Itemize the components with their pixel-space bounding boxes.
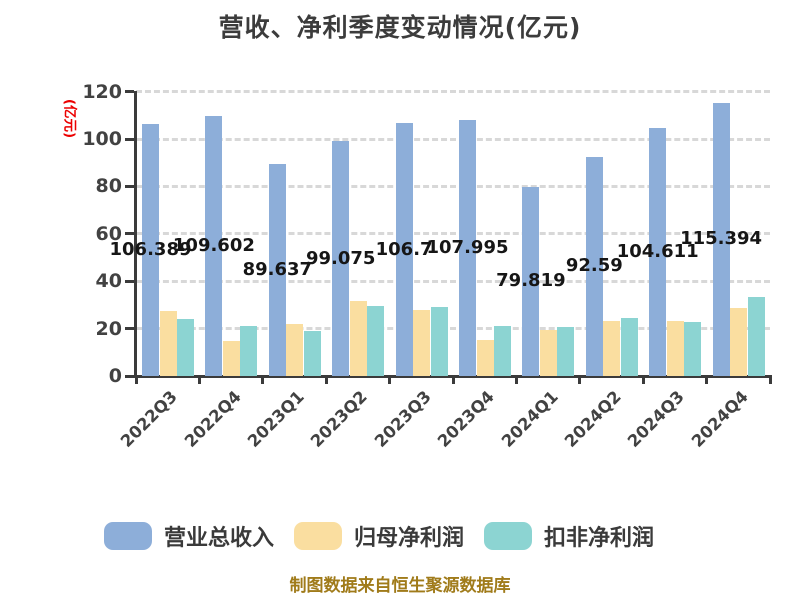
x-tick-3 — [324, 376, 328, 384]
value-label-2024Q4: 115.394 — [680, 228, 763, 250]
x-tick-6 — [514, 376, 518, 384]
x-category-label-2024Q3: 2024Q3 — [624, 387, 689, 451]
x-category-label-2024Q2: 2024Q2 — [560, 387, 625, 451]
legend-label-1: 归母净利润 — [354, 526, 465, 551]
y-tick-120 — [125, 90, 134, 94]
bar-营业总收入-2023Q4 — [459, 120, 476, 376]
x-tick-5 — [451, 376, 455, 384]
bar-归母净利润-2022Q4 — [222, 341, 240, 376]
gridline-80 — [136, 184, 770, 188]
legend-label-2: 扣非净利润 — [544, 526, 655, 551]
bar-营业总收入-2024Q4 — [712, 102, 730, 376]
bar-营业总收入-2023Q3 — [395, 123, 413, 376]
x-tick-9 — [705, 376, 709, 384]
value-label-2023Q3: 106.7 — [375, 238, 433, 260]
y-tick-80 — [125, 184, 134, 188]
y-tick-20 — [125, 327, 134, 331]
legend-label-0: 营业总收入 — [164, 526, 275, 551]
y-tick-label-120: 120 — [82, 80, 122, 103]
bar-营业总收入-2024Q2 — [585, 156, 603, 376]
bar-扣非净利润-2024Q4 — [747, 296, 765, 376]
value-label-2022Q3: 106.389 — [109, 238, 192, 260]
x-tick-0 — [134, 376, 138, 384]
y-tick-60 — [125, 232, 134, 236]
x-category-label-2024Q1: 2024Q1 — [497, 387, 562, 451]
y-axis-line — [134, 90, 137, 378]
chart-title: 营收、净利季度变动情况(亿元) — [218, 13, 582, 42]
bar-扣非净利润-2024Q3 — [684, 321, 702, 376]
y-tick-100 — [125, 137, 134, 141]
y-tick-label-60: 60 — [95, 222, 122, 245]
gridline-40 — [136, 279, 770, 283]
legend-swatch-1 — [294, 522, 343, 550]
value-label-2024Q3: 104.611 — [616, 241, 699, 263]
legend-item-扣非净利润[interactable]: 扣非净利润 — [484, 520, 654, 552]
bar-归母净利润-2023Q4 — [476, 339, 494, 376]
bar-归母净利润-2022Q3 — [159, 310, 177, 376]
x-category-label-2024Q4: 2024Q4 — [687, 387, 752, 451]
y-tick-label-80: 80 — [95, 175, 122, 198]
value-label-2022Q4: 109.602 — [172, 235, 255, 257]
legend: 营业总收入 归母净利润 扣非净利润 — [104, 520, 654, 552]
value-label-2024Q2: 92.59 — [565, 255, 623, 277]
value-label-2023Q4: 107.995 — [426, 237, 509, 259]
y-tick-label-20: 20 — [95, 317, 122, 340]
data-source-note: 制图数据来自恒生聚源数据库 — [289, 576, 511, 596]
legend-item-营业总收入[interactable]: 营业总收入 — [104, 520, 274, 552]
gridline-20 — [136, 327, 770, 331]
bar-扣非净利润-2022Q3 — [177, 318, 194, 376]
x-category-label-2022Q3: 2022Q3 — [117, 387, 182, 451]
x-tick-8 — [641, 376, 645, 384]
bar-营业总收入-2024Q3 — [649, 128, 667, 376]
x-tick-10 — [768, 376, 772, 384]
y-tick-label-0: 0 — [108, 365, 122, 387]
bar-营业总收入-2023Q2 — [332, 141, 350, 376]
bar-扣非净利润-2024Q1 — [557, 326, 575, 376]
value-label-2023Q1: 89.637 — [242, 258, 313, 280]
x-category-label-2023Q1: 2023Q1 — [243, 387, 308, 451]
x-tick-1 — [197, 376, 201, 384]
bar-归母净利润-2023Q1 — [286, 324, 304, 376]
value-label-2023Q2: 99.075 — [305, 247, 376, 269]
bar-营业总收入-2022Q3 — [142, 123, 159, 376]
bar-扣非净利润-2023Q2 — [367, 306, 385, 376]
bar-扣非净利润-2023Q1 — [303, 330, 321, 376]
bar-营业总收入-2024Q1 — [522, 186, 540, 376]
y-tick-40 — [125, 279, 134, 283]
x-tick-4 — [388, 376, 392, 384]
x-category-label-2023Q3: 2023Q3 — [370, 387, 435, 451]
y-tick-0 — [125, 374, 134, 378]
bar-归母净利润-2024Q3 — [666, 320, 684, 376]
gridline-60 — [136, 232, 770, 236]
bar-归母净利润-2023Q2 — [349, 301, 367, 376]
gridline-100 — [136, 137, 770, 141]
bar-归母净利润-2023Q3 — [413, 309, 431, 376]
bar-归母净利润-2024Q4 — [730, 307, 748, 376]
legend-swatch-2 — [484, 522, 533, 550]
bar-扣非净利润-2024Q2 — [620, 317, 638, 376]
value-label-2024Q1: 79.819 — [496, 270, 566, 292]
bar-扣非净利润-2022Q4 — [240, 325, 258, 376]
bar-归母净利润-2024Q1 — [539, 329, 557, 376]
bar-扣非净利润-2023Q3 — [430, 306, 448, 376]
legend-item-归母净利润[interactable]: 归母净利润 — [294, 520, 464, 552]
x-category-label-2023Q4: 2023Q4 — [434, 387, 499, 451]
legend-swatch-0 — [104, 522, 152, 550]
x-tick-2 — [261, 376, 265, 384]
y-tick-label-40: 40 — [95, 270, 122, 293]
y-tick-label-100: 100 — [82, 128, 122, 150]
gridline-120 — [136, 90, 770, 94]
bar-营业总收入-2022Q4 — [205, 116, 223, 376]
x-tick-7 — [578, 376, 582, 384]
x-category-label-2023Q2: 2023Q2 — [307, 387, 372, 451]
x-category-label-2022Q4: 2022Q4 — [180, 387, 245, 451]
bar-营业总收入-2023Q1 — [268, 163, 286, 376]
bar-扣非净利润-2023Q4 — [494, 325, 511, 376]
bar-归母净利润-2024Q2 — [603, 320, 621, 376]
